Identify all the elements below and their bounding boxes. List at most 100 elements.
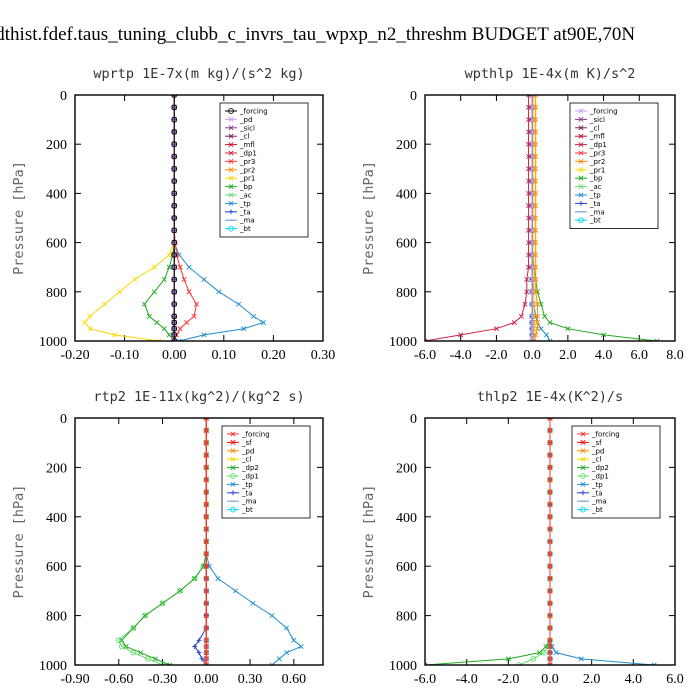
data-point xyxy=(203,427,209,433)
data-point xyxy=(547,440,553,446)
data-point xyxy=(241,326,247,332)
data-point xyxy=(117,289,123,295)
data-point xyxy=(216,289,222,295)
data-point xyxy=(529,313,535,319)
series-line xyxy=(518,418,551,665)
data-point xyxy=(533,264,539,270)
data-point xyxy=(547,338,553,341)
data-point xyxy=(171,319,178,326)
data-point xyxy=(142,613,148,619)
data-point xyxy=(192,643,198,649)
data-point xyxy=(82,320,88,326)
data-point xyxy=(203,477,209,483)
data-point xyxy=(118,643,125,650)
data-point xyxy=(203,662,209,665)
legend-label: _mfl xyxy=(239,141,255,149)
data-point xyxy=(529,104,535,110)
data-point xyxy=(177,326,183,332)
legend-marker xyxy=(230,448,236,454)
data-point xyxy=(151,289,157,295)
data-point xyxy=(529,252,535,258)
x-tick-label: -0.90 xyxy=(60,672,89,687)
series-line xyxy=(173,95,198,341)
data-point xyxy=(547,600,553,606)
y-axis-label: Pressure [hPa] xyxy=(361,161,377,275)
plot-frame xyxy=(424,417,676,666)
data-point xyxy=(167,662,173,665)
data-point xyxy=(159,600,166,607)
y-tick-label: 800 xyxy=(46,286,67,301)
data-point xyxy=(171,104,178,111)
data-point xyxy=(543,332,549,338)
data-point xyxy=(547,320,553,326)
data-point xyxy=(533,95,539,98)
x-tick-label: 0.0 xyxy=(541,672,559,687)
data-point xyxy=(493,326,499,332)
data-point xyxy=(529,166,535,172)
data-point xyxy=(601,332,607,338)
legend-label: _tp xyxy=(241,481,253,489)
legend-marker xyxy=(580,490,586,496)
series-line xyxy=(118,418,207,665)
data-point xyxy=(130,649,137,656)
legend-label: _ma xyxy=(591,498,607,506)
data-point xyxy=(529,332,535,338)
legend-marker xyxy=(580,473,586,479)
data-point xyxy=(526,240,532,246)
data-point xyxy=(152,656,158,662)
data-point xyxy=(537,650,543,656)
data-point xyxy=(534,326,541,332)
legend-marker xyxy=(580,506,586,513)
data-point xyxy=(161,276,167,283)
data-point xyxy=(171,202,178,209)
legend-marker xyxy=(578,192,584,198)
data-point xyxy=(533,227,539,233)
legend-label: _forcing xyxy=(591,431,620,439)
legend-label: _ma xyxy=(589,208,605,216)
data-point xyxy=(250,600,256,606)
legend-label: _bp xyxy=(589,175,603,183)
data-point xyxy=(529,95,535,98)
legend-marker xyxy=(580,439,586,445)
legend-marker xyxy=(578,175,584,181)
data-point xyxy=(529,153,535,160)
legend-marker xyxy=(228,116,234,122)
data-point xyxy=(215,576,221,582)
data-point xyxy=(171,190,178,197)
data-point xyxy=(529,178,535,184)
y-tick-label: 400 xyxy=(396,187,417,202)
data-point xyxy=(171,325,178,332)
legend-label: _tp xyxy=(589,192,601,200)
legend-marker xyxy=(578,200,584,206)
x-tick-label: -4.0 xyxy=(456,672,478,687)
data-point xyxy=(547,637,553,643)
data-point xyxy=(269,662,275,665)
figure-title: ldthist.fdef.taus_tuning_clubb_c_invrs_t… xyxy=(0,24,635,45)
data-point xyxy=(534,301,541,307)
data-point xyxy=(533,240,539,246)
data-point xyxy=(203,613,209,619)
legend: _forcing_sf_pd_cl_dp2_dp1_tp_ta_ma_bt xyxy=(221,425,311,519)
legend-label: _sf xyxy=(241,439,252,447)
legend-marker xyxy=(228,184,234,190)
legend-marker xyxy=(230,481,236,487)
data-point xyxy=(177,588,183,594)
legend-marker xyxy=(578,125,584,131)
legend-label: _ta xyxy=(589,200,601,208)
data-point xyxy=(160,600,166,606)
data-point xyxy=(151,264,157,270)
data-point xyxy=(526,203,532,209)
data-point xyxy=(171,116,178,123)
data-point xyxy=(203,656,209,662)
data-point xyxy=(171,153,178,160)
legend-marker xyxy=(228,125,234,131)
data-point xyxy=(529,320,535,326)
plot-frame xyxy=(74,417,324,666)
legend-marker xyxy=(578,167,584,173)
series-group xyxy=(425,95,660,341)
data-point xyxy=(251,313,257,319)
legend-marker xyxy=(228,108,234,114)
data-point xyxy=(130,625,137,631)
data-point xyxy=(123,643,129,649)
data-point xyxy=(201,276,207,283)
